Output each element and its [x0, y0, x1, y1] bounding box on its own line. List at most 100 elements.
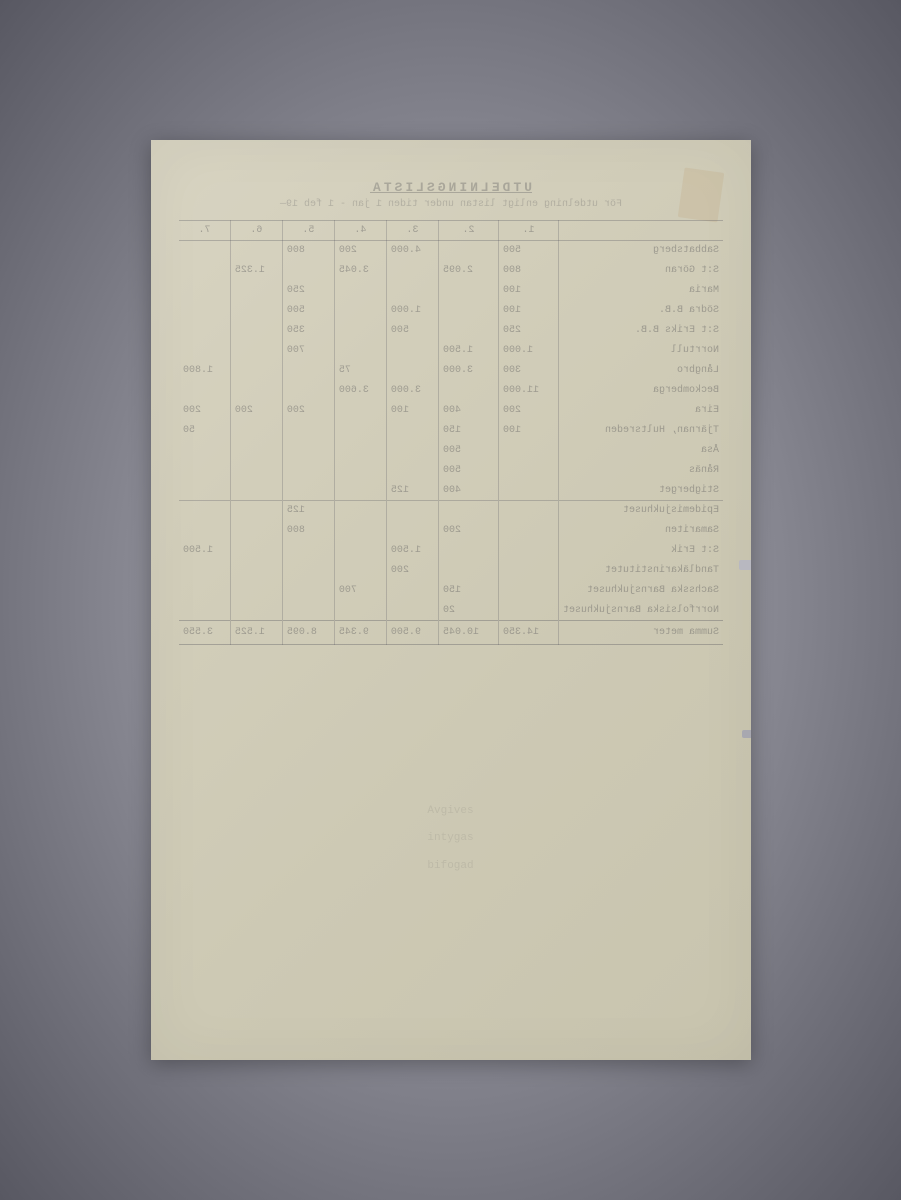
table-cell: Sachsska Barnsjukhuset — [558, 581, 723, 601]
table-cell — [438, 501, 498, 521]
table-cell — [179, 441, 230, 461]
table-cell — [282, 421, 334, 441]
table-cell — [230, 241, 282, 261]
table-cell — [386, 461, 438, 481]
table-row: S:t Eriks B.B.250500350 — [179, 321, 723, 341]
table-cell — [498, 601, 558, 621]
table-row: Stigberget400125 — [179, 481, 723, 501]
table-cell — [230, 321, 282, 341]
table-row: Åsa500 — [179, 441, 723, 461]
table-cell — [498, 441, 558, 461]
table-cell: 20 — [438, 601, 498, 621]
table-cell: 1.500 — [438, 341, 498, 361]
table-cell: 400 — [438, 481, 498, 501]
table-cell: 200 — [386, 561, 438, 581]
table-cell — [179, 581, 230, 601]
table-cell — [282, 561, 334, 581]
table-cell — [230, 441, 282, 461]
table-cell: S:t Eriks B.B. — [558, 321, 723, 341]
table-cell: 500 — [438, 461, 498, 481]
table-cell: 1.500 — [386, 541, 438, 561]
table-cell: 1.000 — [498, 341, 558, 361]
table-cell: Beckomberga — [558, 381, 723, 401]
table-total-cell: 10.045 — [438, 621, 498, 645]
table-cell — [282, 441, 334, 461]
table-cell — [230, 601, 282, 621]
col-header-4: 4. — [334, 221, 386, 241]
table-cell — [334, 301, 386, 321]
table-cell — [438, 281, 498, 301]
document-subtitle: För utdelning enligt listan under tiden … — [179, 199, 723, 210]
table-cell: Maria — [558, 281, 723, 301]
table-cell — [498, 461, 558, 481]
paper-tear — [742, 730, 751, 738]
table-cell: 800 — [498, 261, 558, 281]
table-cell — [179, 501, 230, 521]
table-cell: 500 — [438, 441, 498, 461]
table-cell — [230, 581, 282, 601]
table-cell — [282, 381, 334, 401]
table-row: Långbro3003.000751.800 — [179, 361, 723, 381]
table-cell — [438, 561, 498, 581]
table-cell — [282, 601, 334, 621]
table-cell — [230, 421, 282, 441]
table-row: Rånäs500 — [179, 461, 723, 481]
table-cell: 500 — [498, 241, 558, 261]
table-cell — [282, 481, 334, 501]
table-cell: 150 — [438, 421, 498, 441]
table-cell — [386, 441, 438, 461]
table-row: Södra B.B.1001.000500 — [179, 301, 723, 321]
table-cell: 3.000 — [438, 361, 498, 381]
document-title: UTDELNINGSLISTA — [179, 180, 723, 195]
document-page: UTDELNINGSLISTA För utdelning enligt lis… — [151, 140, 751, 1060]
table-row: Sachsska Barnsjukhuset150700 — [179, 581, 723, 601]
table-cell — [230, 281, 282, 301]
table-cell — [179, 341, 230, 361]
table-cell: 800 — [282, 241, 334, 261]
table-cell: 11.000 — [498, 381, 558, 401]
table-row: Norrfolsiska Barnsjukhuset20 — [179, 601, 723, 621]
table-cell: Samariten — [558, 521, 723, 541]
table-cell — [334, 601, 386, 621]
table-cell: 1.000 — [386, 301, 438, 321]
table-cell: 1.325 — [230, 261, 282, 281]
table-cell: 75 — [334, 361, 386, 381]
table-cell — [230, 501, 282, 521]
table-cell — [334, 401, 386, 421]
col-header-5: 5. — [282, 221, 334, 241]
table-cell — [498, 561, 558, 581]
table-cell — [386, 341, 438, 361]
table-header-row: 1. 2. 3. 4. 5. 6. 7. — [179, 221, 723, 241]
table-cell: 3.000 — [386, 381, 438, 401]
table-cell: 150 — [438, 581, 498, 601]
table-cell: 100 — [498, 301, 558, 321]
table-row: S:t Erik1.5001.500 — [179, 541, 723, 561]
table-cell: 3.045 — [334, 261, 386, 281]
table-cell: Norrtull — [558, 341, 723, 361]
table-cell — [179, 521, 230, 541]
table-total-row: Summa meter14.35010.0459.5009.3458.0951.… — [179, 621, 723, 645]
table-cell: 200 — [438, 521, 498, 541]
table-row: Maria100250 — [179, 281, 723, 301]
table-total-cell: 3.550 — [179, 621, 230, 645]
table-cell — [386, 261, 438, 281]
table-cell — [179, 561, 230, 581]
table-cell: Södra B.B. — [558, 301, 723, 321]
table-cell — [498, 541, 558, 561]
table-cell — [386, 521, 438, 541]
table-body: Sabbatsberg5004.000200800S:t Göran8002.0… — [179, 241, 723, 645]
table-cell — [386, 501, 438, 521]
table-cell: 700 — [282, 341, 334, 361]
col-header-7: 7. — [179, 221, 230, 241]
table-cell — [498, 581, 558, 601]
table-cell — [230, 481, 282, 501]
table-cell — [282, 541, 334, 561]
table-cell: 500 — [386, 321, 438, 341]
table-cell: 1.500 — [179, 541, 230, 561]
table-cell — [386, 361, 438, 381]
table-cell — [438, 321, 498, 341]
table-cell: 200 — [334, 241, 386, 261]
table-row: Epidemisjukhuset125 — [179, 501, 723, 521]
table-cell — [334, 341, 386, 361]
col-header-2: 2. — [438, 221, 498, 241]
